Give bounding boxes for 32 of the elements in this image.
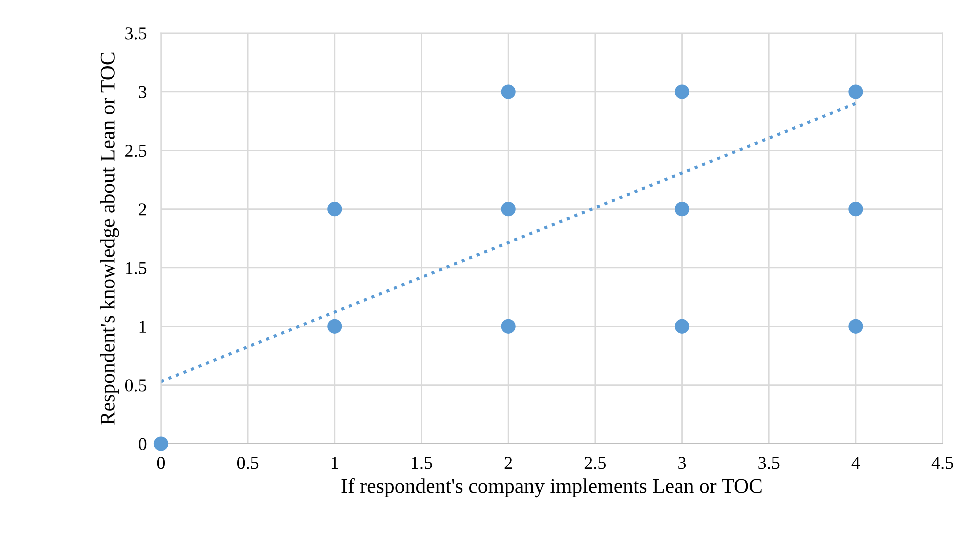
point [674, 319, 690, 334]
point [674, 84, 690, 100]
y-axis-title: Respondent's knowledge about Lean or TOC [100, 52, 120, 426]
point [328, 202, 342, 217]
point [848, 202, 864, 217]
point [501, 319, 516, 334]
y-tick-label: 2.5 [126, 144, 147, 158]
x-tick-label: 1.5 [412, 457, 432, 470]
point [501, 84, 516, 100]
y-tick-label: 1.5 [126, 262, 147, 275]
x-tick-label: 0 [157, 457, 166, 470]
x-tick-label: 0.5 [237, 457, 259, 470]
point [674, 202, 690, 217]
point [154, 436, 168, 452]
x-tick-label: 4 [852, 457, 860, 470]
x-tick-label: 2 [504, 457, 512, 470]
point [848, 84, 864, 100]
y-tick-label: 3.5 [126, 28, 147, 40]
y-tick-label: 0.5 [125, 380, 147, 392]
x-tick-label: 3 [678, 457, 686, 470]
point [848, 319, 864, 334]
y-tick-label: 2 [139, 204, 146, 216]
x-tick-label: 4.5 [932, 457, 954, 470]
y-tick-label: 3 [139, 86, 147, 98]
x-tick-label: 1 [332, 457, 338, 470]
y-tick-label: 0 [138, 438, 147, 450]
y-tick-label: 1 [140, 321, 146, 333]
x-tick-label: 3.5 [758, 457, 780, 470]
x-axis-title: If respondent's company implements Lean or TOC [342, 478, 762, 498]
point [328, 319, 342, 334]
point [501, 202, 516, 217]
x-tick-label: 2.5 [584, 457, 606, 470]
